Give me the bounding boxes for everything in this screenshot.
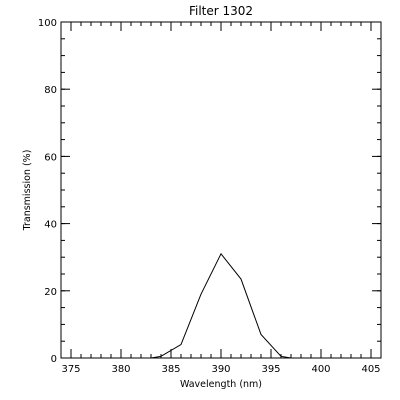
x-tick-label: 400 (311, 364, 330, 375)
y-tick-label: 80 (44, 85, 57, 96)
y-tick-label: 60 (44, 152, 57, 163)
y-tick-label: 0 (51, 354, 57, 365)
series-layer (150, 252, 301, 359)
x-tick-label: 390 (211, 364, 230, 375)
x-tick-label: 375 (61, 364, 80, 375)
x-tick-label: 395 (261, 364, 280, 375)
transmission-series-line (150, 252, 301, 359)
y-tick-label: 100 (38, 18, 57, 29)
x-tick-label: 405 (361, 364, 380, 375)
x-tick-label: 385 (161, 364, 180, 375)
chart-title: Filter 1302 (189, 4, 253, 18)
axis-tick-labels: 375 380 385 390 395 400 405 0 20 40 60 80 100 (38, 18, 381, 375)
axis-ticks (60, 21, 382, 359)
x-tick-label: 380 (111, 364, 130, 375)
x-axis-label: Wavelength (nm) (180, 379, 262, 390)
y-axis-label: Transmission (%) (22, 150, 33, 232)
y-tick-label: 20 (44, 287, 57, 298)
y-tick-label: 40 (44, 220, 57, 231)
